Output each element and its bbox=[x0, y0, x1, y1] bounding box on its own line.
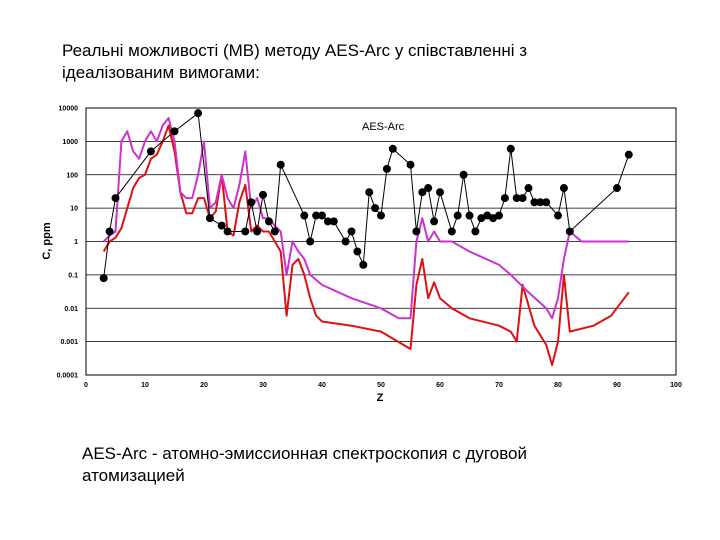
x-tick-label: 70 bbox=[495, 382, 503, 389]
data-point bbox=[471, 227, 480, 236]
data-point bbox=[613, 184, 621, 193]
data-point bbox=[554, 211, 562, 220]
data-point bbox=[565, 227, 574, 236]
data-point bbox=[300, 211, 309, 220]
x-tick-label: 40 bbox=[318, 382, 326, 389]
data-point bbox=[512, 194, 521, 203]
data-point bbox=[223, 227, 232, 236]
x-tick-label: 90 bbox=[613, 382, 621, 389]
x-axis-title: Z bbox=[377, 392, 384, 404]
data-point bbox=[323, 217, 332, 226]
data-point bbox=[353, 247, 362, 256]
x-tick-label: 100 bbox=[670, 382, 682, 389]
data-point bbox=[371, 204, 380, 213]
data-point bbox=[217, 221, 226, 230]
y-tick-label: 0.001 bbox=[60, 339, 78, 346]
data-point bbox=[276, 160, 285, 169]
data-point bbox=[518, 194, 527, 203]
x-tick-label: 10 bbox=[141, 382, 149, 389]
data-point bbox=[347, 227, 356, 236]
data-point bbox=[359, 260, 368, 269]
data-point bbox=[424, 184, 433, 193]
data-point bbox=[436, 188, 444, 197]
magenta-curve bbox=[102, 117, 629, 320]
y-tick-label: 1000 bbox=[62, 139, 78, 146]
data-point bbox=[264, 217, 273, 226]
x-tick-label: 80 bbox=[554, 382, 562, 389]
data-point bbox=[453, 211, 462, 220]
data-point bbox=[170, 127, 179, 136]
data-point bbox=[341, 237, 350, 246]
data-point bbox=[506, 144, 515, 153]
data-point bbox=[205, 214, 214, 223]
y-tick-label: 10 bbox=[70, 206, 78, 213]
data-point bbox=[447, 227, 456, 236]
data-point bbox=[259, 190, 267, 199]
y-tick-label: 0.1 bbox=[68, 272, 78, 279]
page-title: Реальні можливості (МВ) методу AES-Arc у… bbox=[62, 41, 528, 82]
data-point bbox=[247, 198, 256, 207]
y-tick-label: 0.0001 bbox=[57, 373, 79, 380]
data-point bbox=[430, 217, 439, 226]
data-point bbox=[105, 227, 114, 236]
axis-ticks: 10000 1000 100 10 1 0.1 0.01 0.001 0.0001 0 10 20 30… bbox=[57, 106, 682, 390]
data-point bbox=[388, 144, 397, 153]
data-point bbox=[382, 164, 391, 173]
y-axis-title: C, ppm bbox=[41, 222, 53, 259]
data-point bbox=[418, 188, 427, 197]
x-tick-label: 30 bbox=[259, 382, 267, 389]
data-point bbox=[241, 227, 250, 236]
y-tick-label: 100 bbox=[66, 172, 78, 179]
data-point bbox=[624, 150, 633, 159]
data-points bbox=[99, 109, 633, 283]
data-point bbox=[412, 227, 421, 236]
data-point bbox=[318, 211, 326, 220]
data-point bbox=[111, 194, 120, 203]
data-point bbox=[495, 211, 503, 220]
series-annotation: AES-Arc bbox=[362, 121, 405, 133]
y-tick-label: 0.01 bbox=[64, 306, 78, 313]
y-tick-label: 10000 bbox=[59, 106, 79, 113]
x-tick-label: 50 bbox=[377, 382, 385, 389]
data-point bbox=[524, 184, 533, 193]
data-point bbox=[542, 198, 551, 207]
y-tick-label: 1 bbox=[74, 239, 78, 246]
data-point bbox=[536, 198, 545, 207]
data-point bbox=[365, 188, 374, 197]
data-point bbox=[500, 194, 509, 203]
data-point bbox=[253, 227, 262, 236]
data-point bbox=[377, 211, 385, 220]
data-point bbox=[559, 184, 568, 193]
data-point bbox=[99, 274, 108, 283]
data-point bbox=[459, 170, 468, 179]
x-tick-label: 60 bbox=[436, 382, 444, 389]
caption: AES-Arc - атомно-эмиссионная спектроскоп… bbox=[82, 444, 527, 485]
data-point bbox=[530, 198, 539, 207]
x-tick-label: 20 bbox=[200, 382, 208, 389]
data-point bbox=[329, 217, 338, 226]
x-tick-label: 0 bbox=[84, 382, 88, 389]
red-curve bbox=[102, 124, 630, 366]
data-point bbox=[465, 211, 474, 220]
data-point bbox=[194, 109, 203, 118]
data-point bbox=[270, 227, 279, 236]
data-point bbox=[306, 237, 315, 246]
data-point bbox=[406, 160, 415, 169]
data-point bbox=[312, 211, 321, 220]
data-point bbox=[146, 147, 155, 156]
